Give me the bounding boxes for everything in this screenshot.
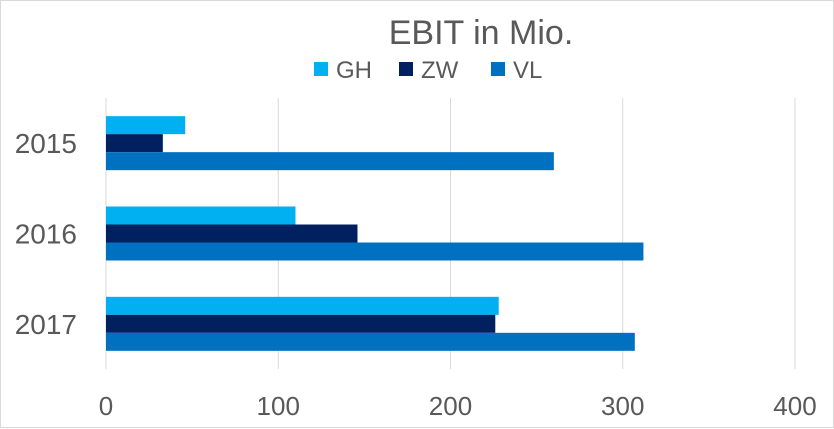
x-tick-label: 400 <box>773 391 816 421</box>
legend-swatch-zw <box>399 62 413 76</box>
legend: GH ZW VL <box>314 57 542 84</box>
x-axis-ticks: 0 100 200 300 400 <box>99 391 817 421</box>
bar-gh-2016 <box>106 206 296 225</box>
legend-swatch-vl <box>491 62 505 76</box>
bar-zw-2015 <box>106 134 163 153</box>
bar-zw-2016 <box>106 224 358 243</box>
bar-vl-2015 <box>106 152 554 171</box>
legend-swatch-gh <box>314 62 328 76</box>
legend-label-vl: VL <box>513 57 542 84</box>
x-tick-label: 200 <box>429 391 472 421</box>
x-tick-label: 300 <box>601 391 644 421</box>
legend-label-gh: GH <box>336 57 372 84</box>
bar-vl-2016 <box>106 242 644 261</box>
bar-gh-2017 <box>106 296 499 315</box>
bar-gh-2015 <box>106 116 186 135</box>
bars <box>106 116 644 351</box>
x-tick-label: 100 <box>257 391 300 421</box>
bar-vl-2017 <box>106 332 635 351</box>
x-tick-label: 0 <box>99 391 113 421</box>
bar-zw-2017 <box>106 314 496 333</box>
category-label: 2017 <box>15 309 77 340</box>
category-labels: 2015 2016 2017 <box>15 128 77 340</box>
category-label: 2015 <box>15 128 77 159</box>
legend-label-zw: ZW <box>421 57 459 84</box>
category-label: 2016 <box>15 219 77 250</box>
chart-title: EBIT in Mio. <box>389 14 574 52</box>
